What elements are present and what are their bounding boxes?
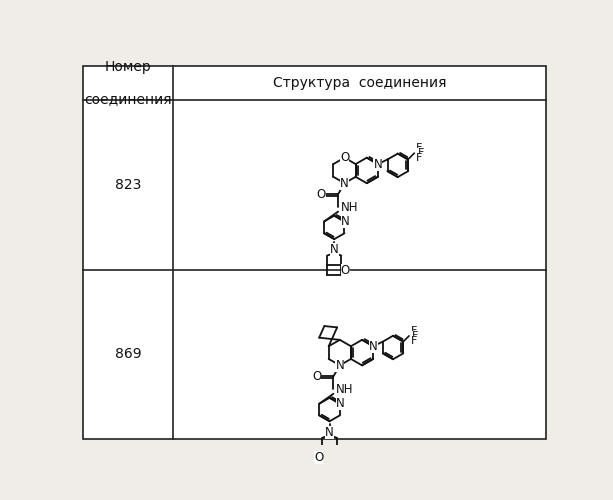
Text: 869: 869	[115, 347, 141, 361]
Text: O: O	[341, 264, 350, 277]
Text: N: N	[325, 426, 334, 438]
Text: F: F	[412, 331, 419, 341]
Text: N: N	[336, 397, 345, 410]
Text: N: N	[341, 215, 349, 228]
Text: F: F	[411, 326, 417, 336]
Text: F: F	[411, 336, 417, 346]
Text: O: O	[312, 370, 321, 383]
Text: N: N	[373, 158, 383, 170]
Text: N: N	[330, 244, 338, 256]
Text: F: F	[417, 148, 424, 158]
Text: NH: NH	[336, 384, 353, 396]
Text: O: O	[317, 188, 326, 200]
Text: N: N	[340, 176, 349, 190]
Text: O: O	[314, 451, 323, 464]
Text: F: F	[416, 154, 422, 164]
Text: NH: NH	[340, 202, 358, 214]
Text: Номер

соединения: Номер соединения	[84, 60, 172, 106]
Text: N: N	[369, 340, 378, 352]
Text: Структура  соединения: Структура соединения	[273, 76, 446, 90]
Text: N: N	[335, 359, 344, 372]
Text: F: F	[416, 142, 422, 152]
Text: O: O	[340, 151, 349, 164]
Text: 823: 823	[115, 178, 141, 192]
